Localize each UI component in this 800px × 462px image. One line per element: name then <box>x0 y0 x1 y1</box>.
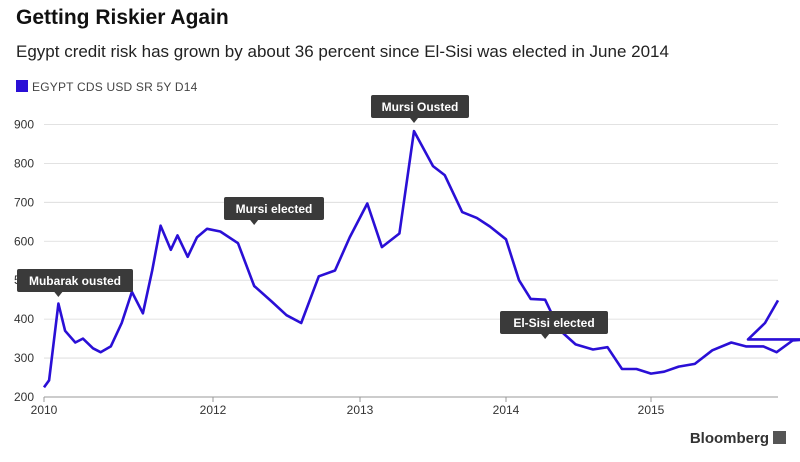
annotation-box-el-sisi-elected <box>500 311 608 334</box>
annotation-label-mursi-elected: Mursi elected <box>236 202 313 216</box>
x-tick-label-2012: 2012 <box>200 403 227 417</box>
y-tick-label-900: 900 <box>14 117 34 131</box>
source-credit: Bloomberg <box>690 430 786 447</box>
y-tick-label-700: 700 <box>14 195 34 209</box>
annotation-box-mursi-ousted <box>371 95 469 118</box>
legend-label: EGYPT CDS USD SR 5Y D14 <box>32 80 198 94</box>
annotation-box-mursi-elected <box>224 197 324 220</box>
y-tick-label-800: 800 <box>14 156 34 170</box>
annotation-pointer-mursi-ousted <box>410 118 419 123</box>
x-tick-label-2014: 2014 <box>493 403 520 417</box>
annotation-pointer-mursi-elected <box>250 220 259 225</box>
annotation-label-el-sisi-elected: El-Sisi elected <box>513 316 594 330</box>
bloomberg-label: Bloomberg <box>689 430 769 447</box>
annotation-pointer-el-sisi-elected <box>541 334 550 339</box>
annotation-label-mursi-ousted: Mursi Ousted <box>382 100 459 114</box>
legend-swatch <box>16 80 28 92</box>
annotation-box-mubarak-ousted <box>17 269 133 292</box>
x-tick-label-2010: 2010 <box>31 403 58 417</box>
chart-subtitle: Egypt credit risk has grown by about 36 … <box>16 42 669 61</box>
y-tick-label-200: 200 <box>14 390 34 404</box>
annotation-label-mubarak-ousted: Mubarak ousted <box>29 274 121 288</box>
y-tick-label-600: 600 <box>14 234 34 248</box>
x-tick-label-2013: 2013 <box>347 403 374 417</box>
legend: EGYPT CDS USD SR 5Y D14 <box>16 80 198 94</box>
chart-title: Getting Riskier Again <box>16 6 229 29</box>
series-line-egypt-cds <box>42 129 800 389</box>
y-tick-label-400: 400 <box>14 312 34 326</box>
x-tick-label-2015: 2015 <box>638 403 665 417</box>
bloomberg-logo-icon <box>773 431 786 444</box>
y-tick-label-300: 300 <box>14 351 34 365</box>
annotation-pointer-mubarak-ousted <box>54 292 63 297</box>
